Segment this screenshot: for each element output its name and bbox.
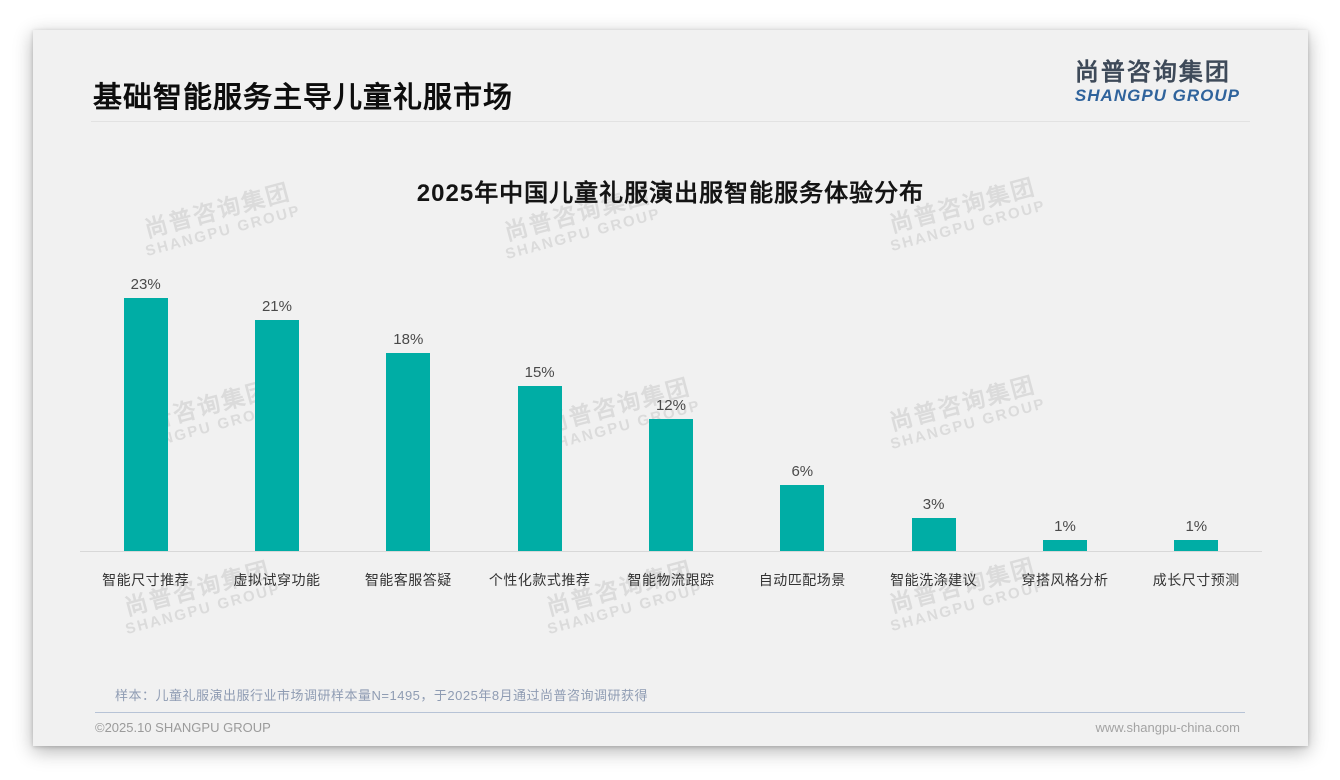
bar-value-label: 21% (261, 298, 292, 315)
logo-chinese-text: 尚普咨询集团 (1074, 59, 1231, 86)
category-label: 智能客服答疑 (364, 572, 452, 588)
bar-column: 18% (343, 331, 474, 551)
category-label: 穿搭风格分析 (1021, 572, 1109, 588)
footer-divider (95, 712, 1245, 713)
footer-website: www.shangpu-china.com (1095, 720, 1240, 735)
watermark-english-text: SHANGPU GROUP (143, 202, 303, 261)
slide-card: 基础智能服务主导儿童礼服市场 尚普咨询集团 SHANGPU GROUP 尚普咨询… (33, 30, 1308, 746)
bar-value-label: 12% (655, 397, 686, 414)
bar (386, 353, 431, 551)
bar-column: 1% (1131, 518, 1262, 551)
watermark: 尚普咨询集团 SHANGPU GROUP (867, 548, 1062, 640)
category-label: 智能尺寸推荐 (102, 572, 190, 588)
header-divider (91, 121, 1250, 122)
company-logo: 尚普咨询集团 SHANGPU GROUP (1074, 59, 1240, 107)
bar-value-label: 15% (524, 364, 555, 381)
bar (648, 419, 693, 551)
footer-copyright: ©2025.10 SHANGPU GROUP (95, 720, 271, 735)
bar-value-label: 1% (1185, 518, 1208, 535)
chart-title: 2025年中国儿童礼服演出服智能服务体验分布 (416, 180, 925, 207)
bar-value-label: 18% (393, 331, 424, 348)
bar (254, 320, 299, 551)
x-axis-line (80, 551, 1262, 552)
bar-value-label: 1% (1054, 518, 1076, 535)
bar-value-label: 23% (130, 276, 161, 293)
category-label: 智能洗涤建议 (890, 572, 978, 588)
sample-note: 样本：儿童礼服演出服行业市场调研样本量N=1495，于2025年8月通过尚普咨询… (115, 688, 649, 703)
bar-column: 12% (605, 397, 736, 551)
bar-column: 3% (868, 496, 999, 551)
bar (1042, 540, 1087, 551)
bar-chart: 23% 21% 18% 15% 12% 6% 3% 1% 1% (80, 271, 1262, 551)
bar (123, 298, 168, 551)
bar (517, 386, 562, 551)
category-axis-labels: 智能尺寸推荐 虚拟试穿功能 智能客服答疑 个性化款式推荐 智能物流跟踪 自动匹配场景 智能洗… (80, 570, 1262, 590)
category-label: 成长尺寸预测 (1152, 572, 1240, 588)
bar-value-label: 6% (791, 463, 814, 480)
page-title: 基础智能服务主导儿童礼服市场 (93, 82, 514, 114)
watermark: 尚普咨询集团 SHANGPU GROUP (102, 551, 297, 643)
bar-column: 1% (999, 518, 1130, 551)
bar-column: 15% (474, 364, 605, 551)
category-label: 自动匹配场景 (758, 572, 846, 588)
watermark: 尚普咨询集团 SHANGPU GROUP (524, 551, 719, 643)
category-label: 智能物流跟踪 (627, 572, 715, 588)
bar-column: 21% (211, 298, 342, 551)
bar (1174, 540, 1219, 551)
watermark-english-text: SHANGPU GROUP (503, 205, 663, 264)
logo-english-text: SHANGPU GROUP (1074, 86, 1240, 106)
category-label: 个性化款式推荐 (488, 572, 591, 588)
bar-column: 6% (737, 463, 868, 551)
bar (780, 485, 825, 551)
bar (911, 518, 956, 551)
category-label: 虚拟试穿功能 (233, 572, 321, 588)
bar-value-label: 3% (922, 496, 945, 513)
bar-column: 23% (80, 276, 211, 551)
